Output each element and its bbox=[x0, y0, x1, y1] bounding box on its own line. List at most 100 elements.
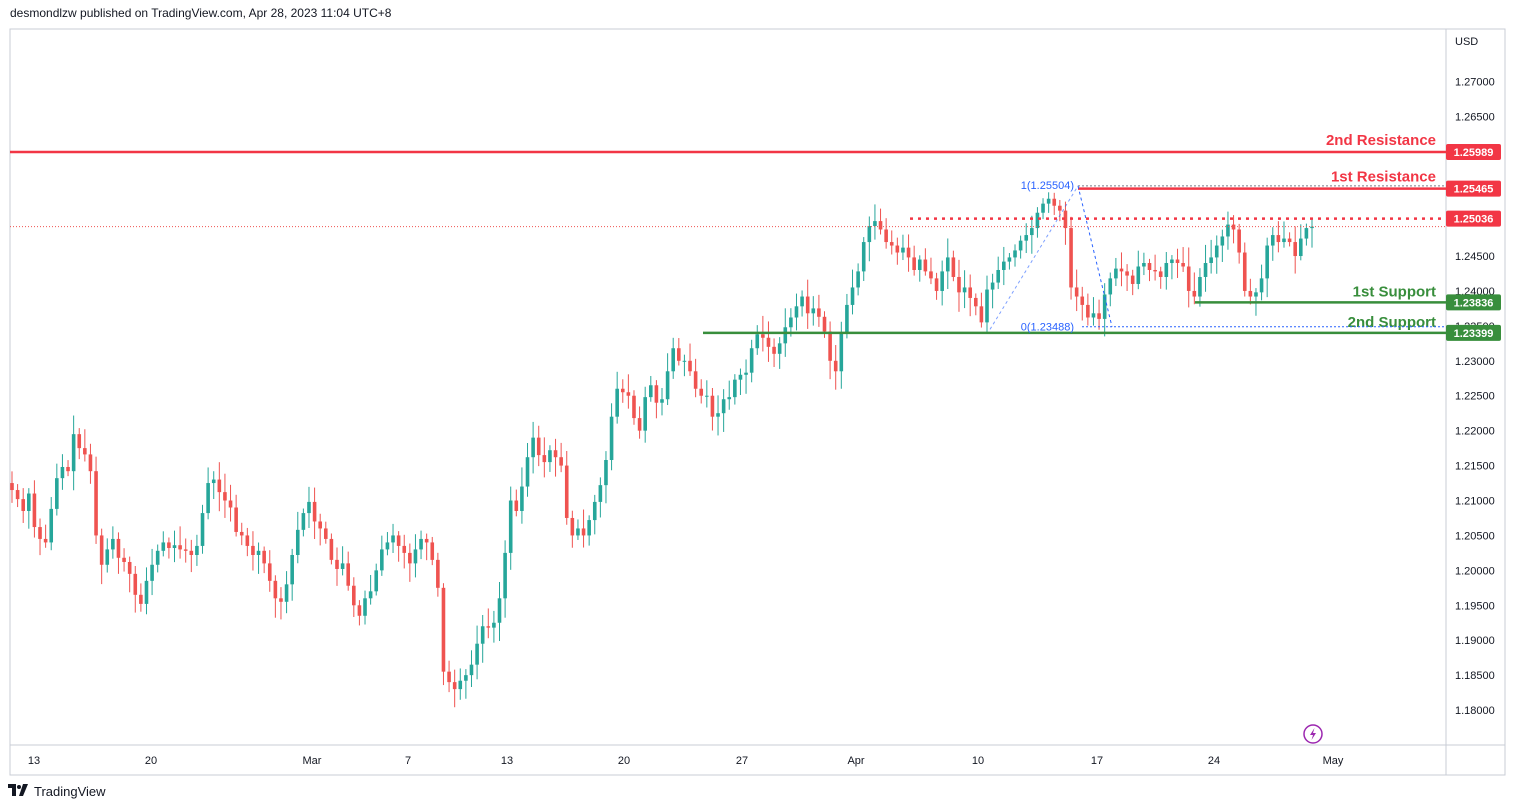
candle-body bbox=[492, 622, 496, 628]
candle-body bbox=[845, 304, 849, 333]
candle-body bbox=[1018, 240, 1023, 251]
candle-body bbox=[514, 500, 519, 511]
candle-body bbox=[279, 598, 283, 602]
candle-body bbox=[1030, 228, 1034, 236]
y-tick-label: 1.24500 bbox=[1455, 251, 1495, 263]
candle-body bbox=[1226, 224, 1230, 237]
candle-body bbox=[284, 584, 289, 602]
candle-body bbox=[772, 346, 776, 354]
candle-body bbox=[564, 465, 569, 518]
x-tick-label: 20 bbox=[145, 755, 157, 767]
candle-body bbox=[1259, 278, 1264, 293]
candle-body bbox=[1142, 263, 1146, 267]
candle-body bbox=[183, 549, 188, 551]
candle-body bbox=[1041, 203, 1045, 213]
level-label: 2nd Resistance bbox=[1326, 132, 1436, 149]
candle-body bbox=[1114, 268, 1118, 279]
candle-body bbox=[352, 585, 356, 606]
candle-body bbox=[716, 413, 720, 417]
candle-body bbox=[1147, 263, 1152, 270]
candle-body bbox=[1046, 198, 1051, 204]
candle-body bbox=[878, 221, 883, 230]
candle-body bbox=[380, 549, 384, 571]
candle-body bbox=[648, 385, 653, 398]
candle-body bbox=[755, 334, 760, 349]
candle-body bbox=[150, 564, 154, 581]
y-tick-label: 1.26500 bbox=[1455, 111, 1495, 123]
candle-body bbox=[480, 626, 485, 644]
candle-body bbox=[307, 501, 311, 514]
candle-body bbox=[1192, 290, 1197, 297]
candle-body bbox=[133, 573, 138, 595]
candle-body bbox=[800, 296, 804, 307]
candle-body bbox=[458, 680, 463, 690]
candle-body bbox=[452, 682, 457, 690]
candle-body bbox=[985, 289, 989, 323]
candle-body bbox=[301, 513, 306, 530]
candle-body bbox=[1248, 290, 1253, 297]
candle-body bbox=[419, 538, 423, 550]
candle-body bbox=[1164, 263, 1169, 277]
price-axis[interactable]: USD 1.18000 1.18500 1.19000 1.19500 1.20000 1.… bbox=[1455, 36, 1495, 717]
candle-body bbox=[643, 397, 647, 431]
candle-body bbox=[542, 455, 547, 463]
candle-body bbox=[15, 490, 20, 500]
candle-body bbox=[178, 545, 182, 550]
candle-body bbox=[200, 513, 205, 546]
candle-body bbox=[256, 550, 261, 555]
candle-body bbox=[598, 485, 603, 502]
candle-body bbox=[1125, 271, 1129, 276]
candle-body bbox=[27, 493, 31, 511]
candle-body bbox=[609, 416, 614, 460]
candle-body bbox=[895, 245, 900, 253]
x-tick-label: 27 bbox=[736, 755, 748, 767]
candle-body bbox=[749, 348, 754, 373]
candle-body bbox=[1086, 304, 1090, 318]
candle-body bbox=[245, 535, 250, 546]
fib-label-1: 1(1.25504) bbox=[1021, 180, 1074, 192]
candle-body bbox=[172, 545, 177, 549]
y-tick-label: 1.18000 bbox=[1455, 705, 1495, 717]
candle-body bbox=[357, 605, 362, 616]
candle-body bbox=[312, 501, 317, 522]
candle-body bbox=[940, 271, 944, 291]
candle-body bbox=[660, 399, 664, 403]
candle-body bbox=[346, 563, 351, 586]
candle-body bbox=[1153, 269, 1157, 272]
candle-body bbox=[189, 550, 194, 555]
candle-body bbox=[671, 348, 676, 372]
candle-body bbox=[1231, 224, 1236, 230]
candle-body bbox=[1052, 198, 1057, 206]
price-chart[interactable]: 2nd Resistance 1st Resistance 1st Support 2… bbox=[0, 0, 1515, 780]
x-tick-label: 20 bbox=[618, 755, 630, 767]
fib-label-0: 0(1.23488) bbox=[1021, 322, 1074, 334]
candle-body bbox=[1158, 271, 1163, 277]
candle-body bbox=[1298, 238, 1303, 257]
candle-body bbox=[1170, 259, 1174, 264]
candle-body bbox=[620, 388, 625, 393]
candle-body bbox=[581, 528, 586, 536]
x-tick-label: 13 bbox=[501, 755, 513, 767]
candle-body bbox=[1108, 278, 1113, 295]
candle-body bbox=[794, 306, 799, 318]
level-label: 2nd Support bbox=[1348, 314, 1436, 331]
candle-body bbox=[402, 545, 407, 553]
time-axis[interactable]: 13 20 Mar 7 13 20 27 Apr 10 17 24 May bbox=[28, 755, 1344, 767]
chart-border bbox=[9, 28, 1506, 776]
x-tick-label: 17 bbox=[1091, 755, 1103, 767]
candle-body bbox=[1254, 292, 1258, 297]
candle-body bbox=[1287, 238, 1292, 243]
candle-body bbox=[520, 486, 524, 511]
candle-body bbox=[677, 348, 681, 361]
candle-body bbox=[867, 225, 872, 243]
candle-body bbox=[727, 397, 732, 400]
candle-body bbox=[1186, 266, 1191, 291]
candle-body bbox=[290, 554, 294, 585]
candle-body bbox=[934, 278, 939, 291]
candle-body bbox=[335, 559, 339, 569]
candles-layer bbox=[10, 192, 1314, 708]
y-tick-label: 1.27000 bbox=[1455, 76, 1495, 88]
candle-body bbox=[951, 257, 956, 277]
alert-icon[interactable] bbox=[1303, 724, 1323, 744]
candle-body bbox=[766, 337, 771, 347]
